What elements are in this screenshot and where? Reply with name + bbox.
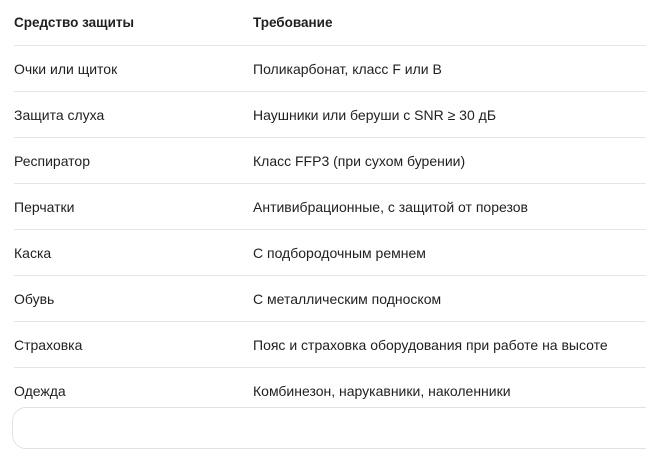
- cell-requirement: С подбородочным ремнем: [253, 244, 426, 261]
- cell-equipment: Защита слуха: [14, 106, 105, 123]
- ppe-table: Средство защиты Требование Очки или щито…: [14, 0, 646, 414]
- header-equipment: Средство защиты: [14, 15, 135, 30]
- cell-requirement: Комбинезон, нарукавники, наколенники: [253, 383, 511, 399]
- table-row: Перчатки Антивибрационные, с защитой от …: [14, 184, 646, 230]
- cell-requirement: С металлическим подноском: [253, 290, 442, 307]
- table-header: Средство защиты Требование: [14, 0, 646, 46]
- table-row: Очки или щиток Поликарбонат, класс F или…: [14, 46, 646, 92]
- table-row: Обувь С металлическим подноском: [14, 276, 646, 322]
- cell-requirement: Наушники или беруши с SNR ≥ 30 дБ: [253, 106, 497, 123]
- cell-equipment: Очки или щиток: [14, 60, 118, 77]
- table-row: Страховка Пояс и страховка оборудования …: [14, 322, 646, 368]
- cell-requirement: Класс FFP3 (при сухом бурении): [253, 152, 466, 169]
- cell-requirement: Пояс и страховка оборудования при работе…: [253, 336, 608, 353]
- table-row: Респиратор Класс FFP3 (при сухом бурении…: [14, 138, 646, 184]
- cell-requirement: Антивибрационные, с защитой от порезов: [253, 198, 528, 215]
- table-row: Одежда Комбинезон, нарукавники, наколенн…: [14, 368, 646, 414]
- cell-equipment: Страховка: [14, 336, 83, 353]
- cell-equipment: Респиратор: [14, 152, 91, 169]
- message-input-box[interactable]: [12, 407, 646, 449]
- table-row: Защита слуха Наушники или беруши с SNR ≥…: [14, 92, 646, 138]
- cell-requirement: Поликарбонат, класс F или B: [253, 60, 442, 77]
- cell-equipment: Каска: [14, 244, 52, 261]
- cell-equipment: Перчатки: [14, 198, 75, 215]
- cell-equipment: Обувь: [14, 290, 55, 307]
- cell-equipment: Одежда: [14, 383, 66, 399]
- header-requirement: Требование: [253, 15, 333, 30]
- table-row: Каска С подбородочным ремнем: [14, 230, 646, 276]
